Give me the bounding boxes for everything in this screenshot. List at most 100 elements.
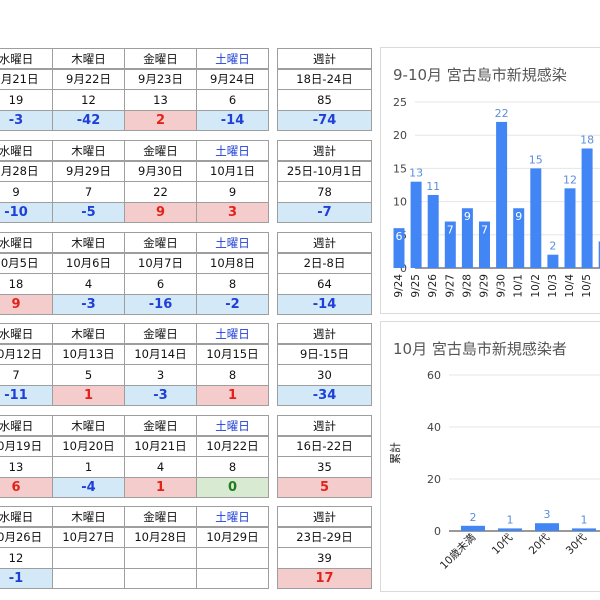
x-tick-label: 9/27 — [444, 274, 456, 298]
table-cell: 64 — [277, 273, 372, 295]
table-cell: 週計 — [277, 140, 372, 161]
table-cell: 9月28日 — [0, 160, 53, 182]
table-cell: 6 — [124, 273, 197, 295]
table-cell: 水曜日 — [0, 323, 53, 344]
table-cell: 6 — [196, 89, 269, 111]
chart-title: 10月 宮古島市新規感染者 — [393, 340, 567, 358]
table-cell: 0 — [196, 477, 269, 498]
table-cell: 水曜日 — [0, 232, 53, 253]
table-cell: 10月28日 — [124, 526, 197, 548]
x-tick-label: 10/2 — [530, 274, 542, 298]
table-cell: -11 — [0, 385, 53, 406]
data-label: 15 — [529, 153, 543, 166]
table-cell: 18日-24日 — [277, 68, 372, 90]
table-cell: 10月13日 — [52, 343, 125, 365]
data-label: 1 — [581, 513, 588, 526]
table-cell: -74 — [277, 110, 372, 131]
table-cell: 25日-10月1日 — [277, 160, 372, 182]
table-cell: 2 — [124, 110, 197, 131]
bar — [461, 208, 473, 268]
table-cell: 10月12日 — [0, 343, 53, 365]
table-cell: 金曜日 — [124, 140, 197, 161]
table-cell: 土曜日 — [196, 232, 269, 253]
data-label: 2 — [549, 240, 556, 253]
table-cell: 土曜日 — [196, 48, 269, 69]
table-cell: 1 — [52, 456, 125, 478]
table-cell: 10月27日 — [52, 526, 125, 548]
data-label: 1 — [507, 513, 514, 526]
table-cell: -3 — [124, 385, 197, 406]
table-cell: 週計 — [277, 506, 372, 527]
table-cell: 35 — [277, 456, 372, 478]
x-tick-label: 10/3 — [547, 274, 559, 298]
table-cell: 10月29日 — [196, 526, 269, 548]
table-cell: 17 — [277, 568, 372, 589]
table-cell: 4 — [124, 456, 197, 478]
data-label: 22 — [495, 107, 509, 120]
table-cell: 85 — [277, 89, 372, 111]
bar — [581, 148, 593, 268]
table-cell: -14 — [277, 294, 372, 315]
y-tick-label: 25 — [393, 96, 407, 109]
data-label: 7 — [447, 224, 454, 237]
x-tick-label: 10/4 — [564, 274, 576, 298]
x-tick-label: 9/29 — [479, 274, 491, 298]
y-tick-label: 40 — [427, 421, 441, 434]
table-cell: 10月1日 — [196, 160, 269, 182]
table-cell: 木曜日 — [52, 140, 125, 161]
x-tick-label: 10/5 — [581, 274, 593, 298]
table-cell: 8 — [196, 456, 269, 478]
table-cell: 1 — [196, 385, 269, 406]
table-cell: 13 — [124, 89, 197, 111]
table-cell: 12 — [0, 547, 53, 569]
table-cell: 12 — [52, 89, 125, 111]
table-cell: 9月24日 — [196, 68, 269, 90]
table-cell: 金曜日 — [124, 232, 197, 253]
table-cell: 週計 — [277, 323, 372, 344]
table-cell: 金曜日 — [124, 48, 197, 69]
chart-title: 9-10月 宮古島市新規感染 — [393, 66, 567, 84]
x-tick-label: 10/1 — [513, 274, 525, 298]
table-cell: 金曜日 — [124, 323, 197, 344]
table-cell: 10月21日 — [124, 435, 197, 457]
bar — [547, 254, 559, 268]
table-cell: 2日-8日 — [277, 252, 372, 274]
table-cell: 6 — [0, 477, 53, 498]
y-tick-label: 15 — [393, 162, 407, 175]
x-tick-label: 9/26 — [427, 274, 439, 298]
y-tick-label: 0 — [400, 262, 407, 275]
table-cell: 7 — [0, 364, 53, 386]
x-tick-label: 10歳未満 — [438, 531, 479, 572]
bar — [564, 188, 576, 268]
table-cell: 23日-29日 — [277, 526, 372, 548]
table-cell: 木曜日 — [52, 48, 125, 69]
table-cell: 10月20日 — [52, 435, 125, 457]
table-cell: 10月19日 — [0, 435, 53, 457]
data-label: 9 — [464, 210, 471, 223]
table-cell: 9月23日 — [124, 68, 197, 90]
x-tick-label: 9/25 — [410, 274, 422, 298]
table-cell: 10月15日 — [196, 343, 269, 365]
table-cell: 水曜日 — [0, 140, 53, 161]
table-cell: 9 — [124, 202, 197, 223]
bar — [393, 228, 405, 268]
bar — [461, 525, 485, 531]
table-cell: 土曜日 — [196, 415, 269, 436]
table-cell: -42 — [52, 110, 125, 131]
table-cell: 土曜日 — [196, 140, 269, 161]
bar — [572, 528, 596, 531]
table-cell: 9 — [196, 181, 269, 203]
data-label: 2 — [470, 511, 477, 524]
table-cell: 9日-15日 — [277, 343, 372, 365]
table-cell: 22 — [124, 181, 197, 203]
data-label: 11 — [426, 180, 440, 193]
table-cell: 週計 — [277, 48, 372, 69]
chart-panel: 10月 宮古島市新規感染者 累計 0 20 40 60 2 10歳未満 1 10代 3 20代 1 30代 — [380, 321, 600, 592]
table-cell: 木曜日 — [52, 232, 125, 253]
table-cell: 1 — [52, 385, 125, 406]
table-cell — [52, 547, 125, 569]
table-cell: 3 — [196, 202, 269, 223]
table-cell: 10月7日 — [124, 252, 197, 274]
table-cell: 9月22日 — [52, 68, 125, 90]
table-cell: 金曜日 — [124, 415, 197, 436]
